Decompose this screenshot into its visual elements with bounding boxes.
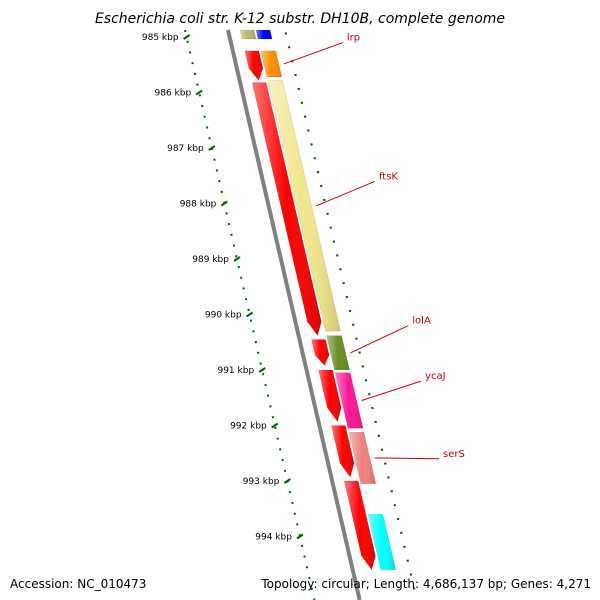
gene-label-sers: serS [443,449,465,460]
features [236,29,416,600]
tick-label: 993 kbp [243,477,280,487]
gene-feature-shade [260,50,282,77]
tick-label: 990 kbp [205,311,242,321]
tick-label: 994 kbp [255,533,292,543]
gene-label-lola: lolA [412,316,431,327]
gene-label-ftsk: ftsK [379,171,398,182]
topology-text: Topology: circular; Length: 4,686,137 bp… [261,577,591,591]
major-tick [195,89,203,96]
tick-label: 989 kbp [192,255,229,265]
feature-top-a-shade [240,30,257,39]
major-tick [271,422,279,429]
gene-leader [316,180,376,207]
backbone [226,29,362,600]
map-title: Escherichia coli str. K-12 substr. DH10B… [95,11,505,27]
gene-feature-shade [367,514,396,570]
red-feature-shade [252,82,322,336]
tick-label: 988 kbp [180,200,217,210]
gene-leader [374,457,440,460]
major-tick [258,367,266,373]
accession-text: Accession: NC_010473 [10,577,147,591]
major-tick [233,256,241,262]
gene-leader [350,325,409,354]
tick-label: 991 kbp [217,366,254,376]
gene-feature-shade [335,372,364,429]
major-tick [183,34,191,40]
tick-label: 985 kbp [142,33,179,43]
gene-leader [283,42,344,65]
major-tick [208,145,216,151]
gene-leader [361,380,422,402]
gene-feature-shade [267,80,341,332]
tick-label: 987 kbp [167,144,204,154]
red-feature-shade [311,339,330,366]
major-tick [283,478,291,484]
gene-feature-shade [326,335,350,370]
backbone-line [226,29,362,600]
tick-label: 986 kbp [155,89,192,99]
red-feature-shade [331,425,355,478]
red-feature-shade [344,481,376,570]
gene-label-lrp: lrp [347,33,360,44]
major-tick [296,533,304,540]
gene-labels: lrp ftsK lolA ycaJ serS [283,33,465,460]
red-feature-shade [318,370,342,422]
major-tick [246,311,254,318]
gene-feature-shade [348,432,376,484]
gene-label-ycaj: ycaJ [425,371,446,382]
tick-label: 992 kbp [230,422,267,432]
major-tick [220,200,228,207]
feature-top-b-shade [256,30,273,39]
red-feature-shade [244,50,263,81]
